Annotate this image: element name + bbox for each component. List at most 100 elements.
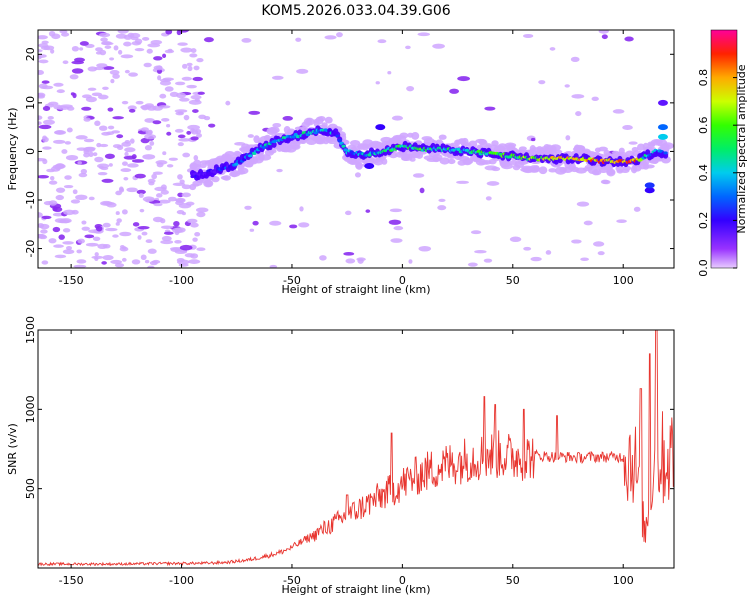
noise-blob	[271, 75, 284, 80]
noise-blob	[296, 68, 309, 74]
noise-blob	[485, 196, 492, 201]
noise-blob	[54, 130, 67, 135]
noise-blob	[592, 241, 605, 247]
noise-blob	[190, 95, 202, 100]
noise-blob	[145, 239, 153, 244]
noise-blob	[194, 232, 201, 237]
noise-blob	[470, 230, 482, 235]
noise-blob	[161, 117, 170, 122]
noise-blob	[131, 154, 137, 159]
noise-blob	[176, 259, 190, 265]
noise-blob	[38, 94, 45, 99]
noise-blob	[159, 93, 167, 99]
spot	[644, 187, 655, 194]
noise-blob	[580, 257, 590, 262]
noise-blob	[179, 244, 193, 251]
ridge-core	[234, 162, 239, 166]
noise-blob	[571, 94, 585, 99]
noise-blob	[114, 263, 125, 268]
spot	[364, 163, 375, 169]
noise-blob	[120, 168, 132, 173]
noise-blob	[39, 223, 50, 230]
noise-blob	[113, 45, 119, 51]
noise-blob	[175, 92, 186, 99]
noise-blob	[127, 32, 135, 38]
noise-blob	[122, 161, 128, 166]
noise-blob	[177, 192, 184, 198]
noise-blob	[94, 156, 104, 163]
noise-blob	[52, 226, 61, 233]
ridge-halo	[439, 157, 450, 165]
noise-blob	[60, 218, 72, 224]
noise-blob	[591, 96, 599, 102]
noise-blob	[298, 222, 310, 228]
noise-blob	[40, 45, 51, 51]
noise-blob	[79, 47, 84, 51]
noise-blob	[183, 114, 190, 121]
noise-blob	[115, 221, 120, 226]
noise-blob	[144, 134, 157, 140]
noise-blob	[177, 30, 190, 33]
ridge-halo	[643, 164, 655, 169]
noise-blob	[109, 69, 120, 75]
noise-blob	[42, 158, 48, 165]
noise-blob	[491, 166, 501, 172]
noise-blob	[197, 91, 205, 95]
y-tick-label: -20	[24, 240, 37, 258]
colorbar-tick-label: 0.2	[697, 212, 710, 230]
x-tick-label: -150	[59, 574, 84, 587]
noise-blob	[143, 62, 152, 68]
noise-blob	[104, 153, 115, 159]
ridge-halo	[554, 149, 563, 155]
noise-blob	[43, 119, 55, 125]
noise-blob	[299, 206, 304, 212]
noise-blob	[324, 35, 337, 40]
noise-blob	[87, 66, 98, 72]
noise-blob	[99, 49, 107, 56]
noise-blob	[121, 209, 128, 215]
spectrogram-x-ticks: -150 -100 -50 0 50 100	[59, 30, 634, 287]
noise-blob	[135, 100, 144, 105]
noise-blob	[483, 258, 493, 263]
noise-blob	[160, 225, 173, 229]
noise-blob	[344, 210, 352, 216]
noise-blob	[177, 142, 184, 147]
x-tick-label: -50	[283, 274, 301, 287]
noise-blob	[387, 71, 392, 75]
noise-blob	[141, 231, 148, 236]
noise-blob	[144, 145, 152, 151]
noise-blob	[63, 184, 74, 189]
x-tick-label: 50	[506, 274, 520, 287]
ridge-halo	[438, 134, 447, 140]
noise-blob	[244, 205, 252, 210]
noise-blob	[124, 139, 131, 144]
noise-blob	[188, 259, 201, 264]
noise-blob	[601, 34, 608, 40]
ridge-halo	[461, 137, 469, 146]
noise-blob	[570, 56, 580, 63]
noise-blob	[101, 178, 114, 183]
noise-blob	[41, 40, 49, 45]
noise-blob	[474, 249, 487, 254]
noise-blob	[412, 173, 425, 178]
noise-blob	[73, 264, 87, 268]
x-tick-label: 0	[399, 574, 406, 587]
snr-frame	[37, 329, 675, 569]
noise-blob	[388, 219, 402, 225]
noise-blob	[147, 248, 157, 254]
noise-blob	[129, 138, 135, 144]
noise-blob	[96, 63, 108, 68]
noise-blob	[41, 85, 54, 90]
noise-blob	[523, 33, 534, 38]
noise-blob	[96, 142, 102, 148]
noise-blob	[54, 254, 67, 259]
noise-blob	[56, 89, 65, 94]
noise-blob	[141, 36, 150, 41]
spectrogram-frame	[37, 29, 675, 269]
noise-blob	[161, 235, 172, 242]
noise-blob	[393, 225, 404, 231]
noise-blob	[190, 136, 199, 141]
noise-blob	[178, 203, 192, 209]
noise-blob	[186, 130, 192, 135]
